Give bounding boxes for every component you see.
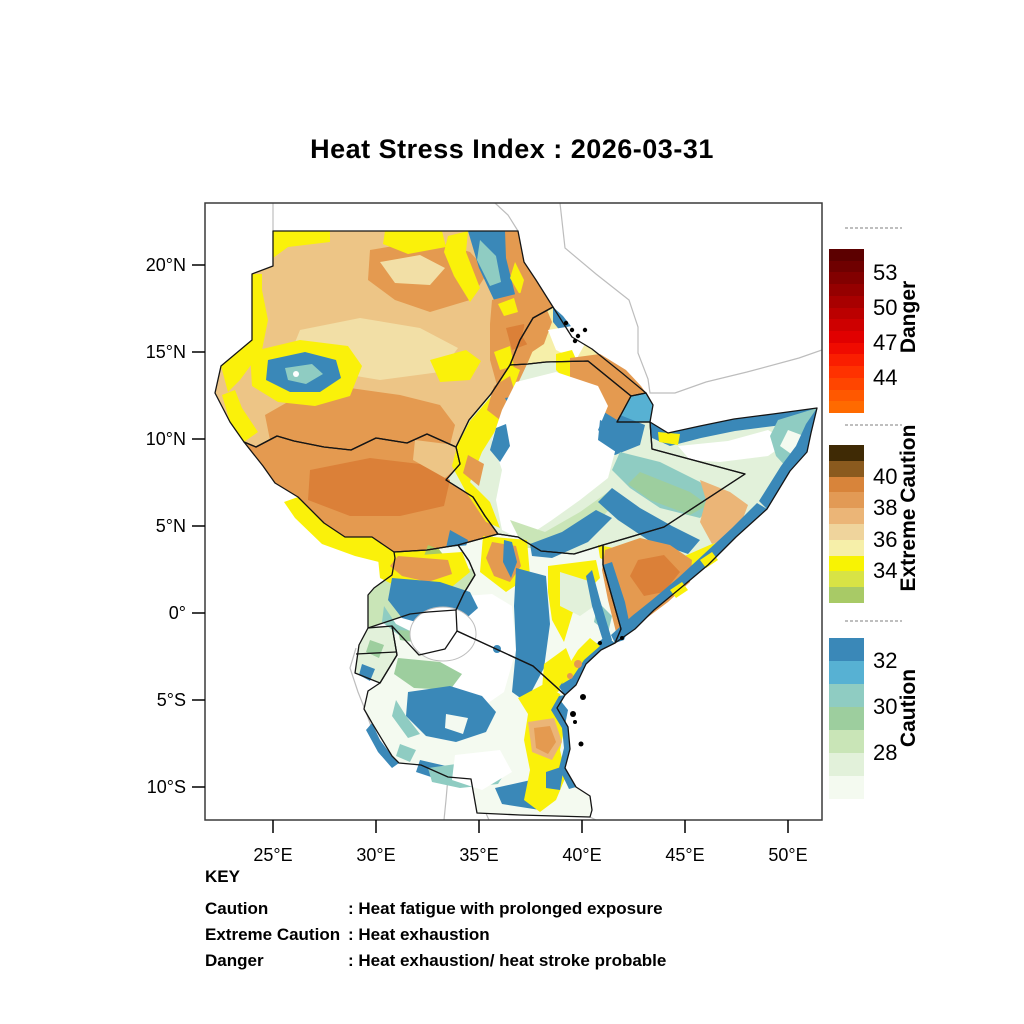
colorbar-scale bbox=[829, 249, 864, 414]
colorbar-segment bbox=[829, 389, 864, 402]
x-tick-label: 25°E bbox=[253, 845, 293, 865]
key-description: : Heat exhaustion bbox=[348, 925, 490, 944]
x-tick-label: 35°E bbox=[459, 845, 499, 865]
figure-title: Heat Stress Index : 2026-03-31 bbox=[310, 134, 714, 164]
island-marks bbox=[563, 320, 624, 747]
key-term: Caution bbox=[205, 899, 269, 918]
colorbar-segment bbox=[829, 307, 864, 320]
axis-tick-marks bbox=[192, 264, 789, 833]
colorbar-segment bbox=[829, 707, 864, 730]
y-tick-label: 5°N bbox=[155, 516, 186, 536]
y-tick-label: 10°N bbox=[145, 429, 186, 449]
colorbar-segment bbox=[829, 684, 864, 707]
colorbar-segment bbox=[829, 460, 864, 477]
colorbar-segment bbox=[829, 272, 864, 285]
colorbar-segment bbox=[829, 776, 864, 799]
colorbar-tick-label: 34 bbox=[873, 558, 898, 583]
fine-print-annotation bbox=[845, 227, 902, 229]
country-border-lines bbox=[214, 230, 818, 818]
plot-frame bbox=[204, 202, 823, 821]
fine-print-annotation bbox=[845, 424, 902, 426]
colorbar-scale bbox=[829, 445, 864, 603]
colorbar-tick-label: 32 bbox=[873, 648, 898, 673]
lake-victoria bbox=[409, 606, 477, 662]
colorbar-segment bbox=[829, 331, 864, 343]
x-tick-label: 45°E bbox=[665, 845, 705, 865]
colorbar-segment bbox=[829, 366, 864, 378]
colorbar-segment bbox=[829, 354, 864, 367]
colorbar-category-label: Caution bbox=[897, 668, 920, 748]
y-tick-label: 20°N bbox=[145, 255, 186, 275]
colorbar-segment bbox=[829, 249, 864, 261]
key-row: Danger : Heat exhaustion/ heat stroke pr… bbox=[205, 948, 666, 974]
x-tick-label: 50°E bbox=[768, 845, 808, 865]
y-tick-label: 0° bbox=[168, 603, 186, 623]
colorbar-segment bbox=[829, 661, 864, 684]
colorbar-segment bbox=[829, 523, 864, 540]
key-term: Danger bbox=[205, 951, 264, 970]
colorbar-segment bbox=[829, 508, 864, 524]
key-block: KEY Caution : Heat fatigue with prolonge… bbox=[205, 867, 666, 974]
key-term: Extreme Caution bbox=[205, 925, 341, 944]
colorbar-segment bbox=[829, 284, 864, 296]
colorbar-segment bbox=[829, 260, 864, 273]
colorbar-tick-label: 30 bbox=[873, 694, 898, 719]
colorbar-segment bbox=[829, 401, 864, 414]
colorbar-tick-label: 40 bbox=[873, 464, 898, 489]
key-description: : Heat fatigue with prolonged exposure bbox=[348, 899, 663, 918]
colorbar-segment bbox=[829, 753, 864, 776]
colorbar-segment bbox=[829, 730, 864, 753]
fine-print-annotation bbox=[845, 620, 902, 622]
colorbar-tick-label: 47 bbox=[873, 330, 898, 355]
colorbar-segment bbox=[829, 587, 864, 603]
y-tick-label: 10°S bbox=[146, 777, 186, 797]
colorbar-danger: 53 50 47 44 Danger bbox=[829, 249, 1024, 414]
heat-raster-blobs bbox=[221, 231, 817, 812]
colorbar-segment bbox=[829, 476, 864, 493]
colorbar-caution: 32 30 28 Caution bbox=[829, 638, 1024, 799]
x-tick-label: 40°E bbox=[562, 845, 602, 865]
colorbar-tick-label: 50 bbox=[873, 295, 898, 320]
key-row: Extreme Caution : Heat exhaustion bbox=[205, 922, 666, 948]
key-row: Caution : Heat fatigue with prolonged ex… bbox=[205, 896, 666, 922]
colorbar-category-label: Extreme Caution bbox=[897, 424, 920, 592]
colorbar-segment bbox=[829, 638, 864, 661]
colorbar-extreme-caution: 40 38 36 34 Extreme Caution bbox=[829, 425, 1024, 603]
colorbar-tick-label: 53 bbox=[873, 260, 898, 285]
colorbar-segment bbox=[829, 539, 864, 556]
y-tick-label: 15°N bbox=[145, 342, 186, 362]
key-description: : Heat exhaustion/ heat stroke probable bbox=[348, 951, 667, 970]
colorbar-segment bbox=[829, 319, 864, 332]
colorbar-scale bbox=[829, 638, 864, 799]
colorbar-tick-label: 36 bbox=[873, 527, 898, 552]
colorbar-segment bbox=[829, 555, 864, 572]
colorbar-tick-label: 28 bbox=[873, 740, 898, 765]
colorbar-segment bbox=[829, 295, 864, 308]
colorbar-segment bbox=[829, 492, 864, 509]
colorbar-segment bbox=[829, 342, 864, 355]
x-tick-label: 30°E bbox=[356, 845, 396, 865]
colorbar-tick-label: 44 bbox=[873, 365, 898, 390]
colorbar-segment bbox=[829, 571, 864, 588]
y-tick-label: 5°S bbox=[156, 690, 186, 710]
colorbar-segment bbox=[829, 377, 864, 390]
colorbar-segment bbox=[829, 445, 864, 461]
key-heading: KEY bbox=[205, 867, 240, 886]
colorbar-category-label: Danger bbox=[897, 280, 920, 354]
colorbar-tick-label: 38 bbox=[873, 495, 898, 520]
